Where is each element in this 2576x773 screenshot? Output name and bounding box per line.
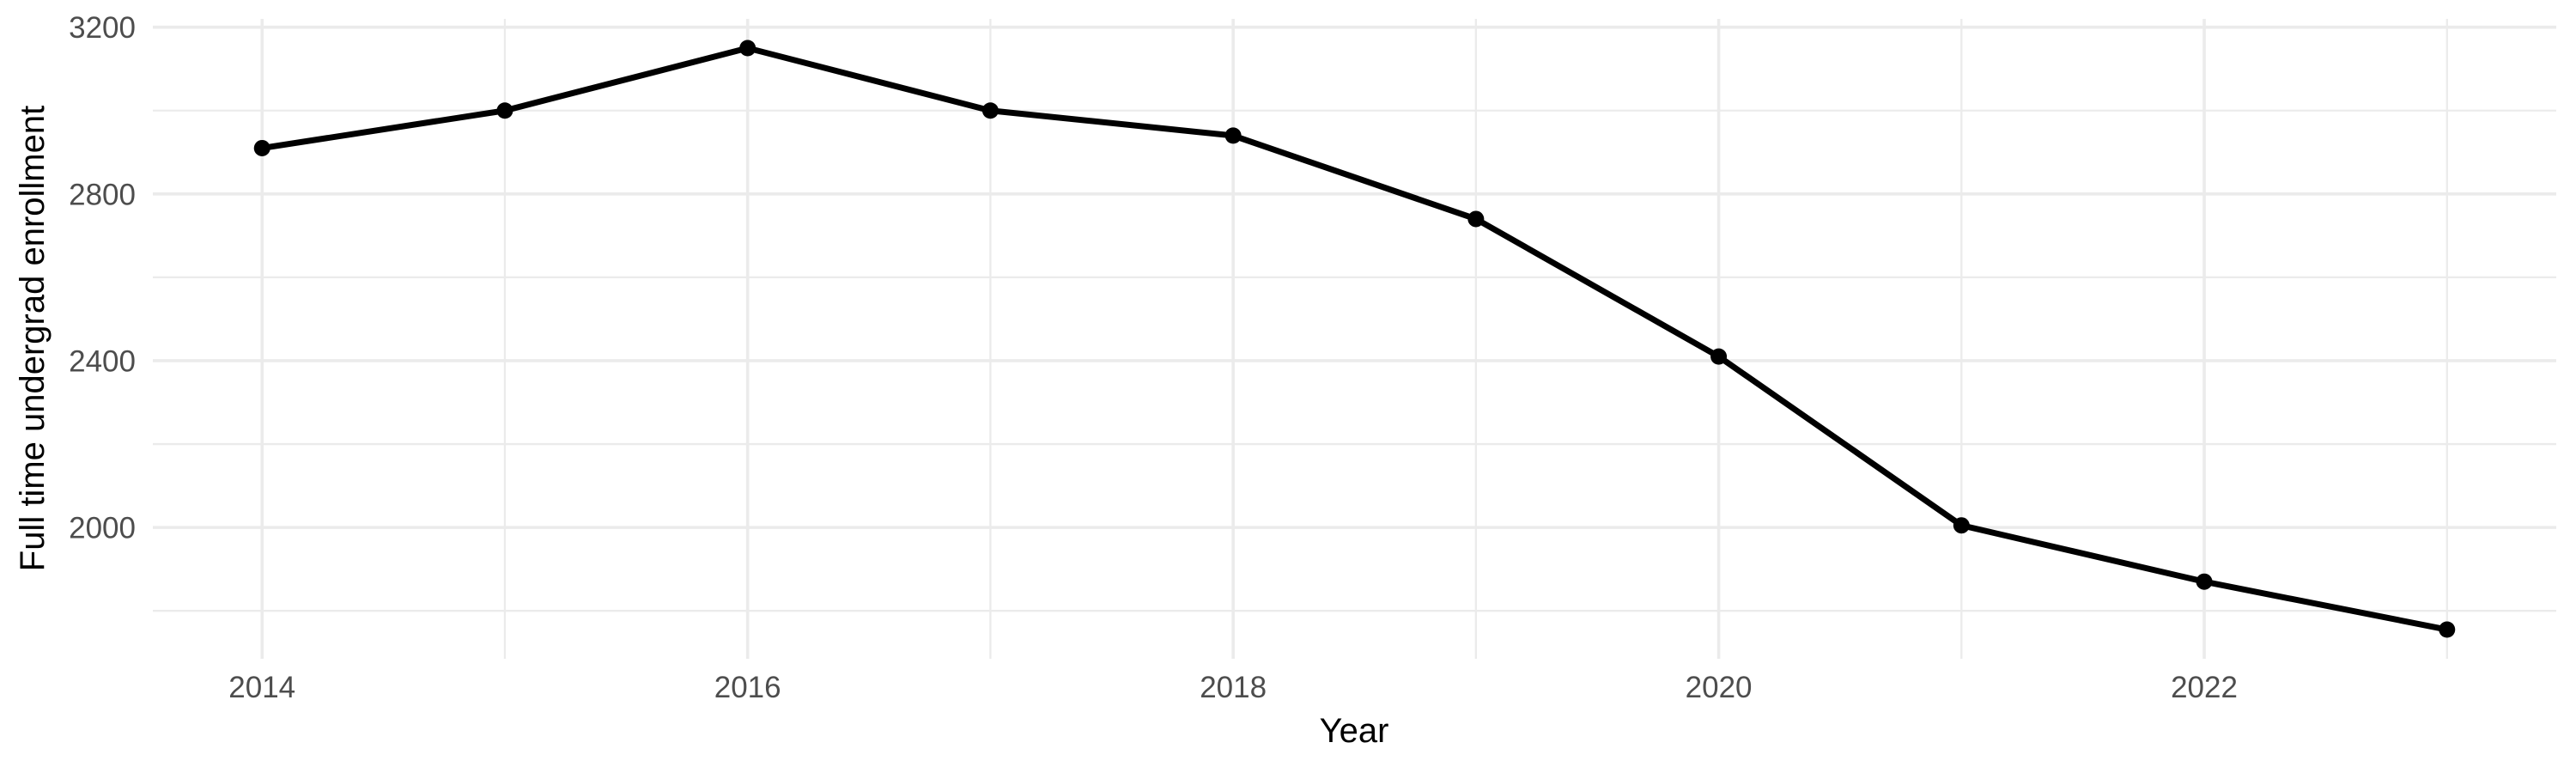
x-tick-label: 2022: [2171, 671, 2238, 704]
data-point-2019: [1467, 210, 1485, 228]
data-point-2015: [496, 102, 513, 119]
data-point-2016: [739, 40, 756, 57]
y-tick-label: 3200: [69, 11, 136, 45]
y-tick-label: 2400: [69, 344, 136, 378]
y-axis-title: Full time undergrad enrollment: [14, 105, 52, 572]
data-point-2022: [2196, 573, 2213, 590]
data-point-2018: [1224, 127, 1242, 144]
trend-line: [261, 45, 2448, 633]
y-tick-label: 2000: [69, 512, 136, 545]
data-point-2020: [1710, 348, 1728, 365]
data-point-2014: [253, 139, 270, 156]
data-point-2017: [981, 102, 999, 119]
data-point-2021: [1953, 517, 1970, 534]
x-tick-label: 2014: [228, 671, 295, 704]
x-tick-label: 2016: [714, 671, 781, 704]
y-tick-label: 2800: [69, 178, 136, 211]
x-tick-label: 2020: [1686, 671, 1753, 704]
x-tick-label: 2018: [1200, 671, 1267, 704]
data-point-2023: [2439, 621, 2456, 638]
x-axis-title: Year: [1319, 712, 1389, 750]
